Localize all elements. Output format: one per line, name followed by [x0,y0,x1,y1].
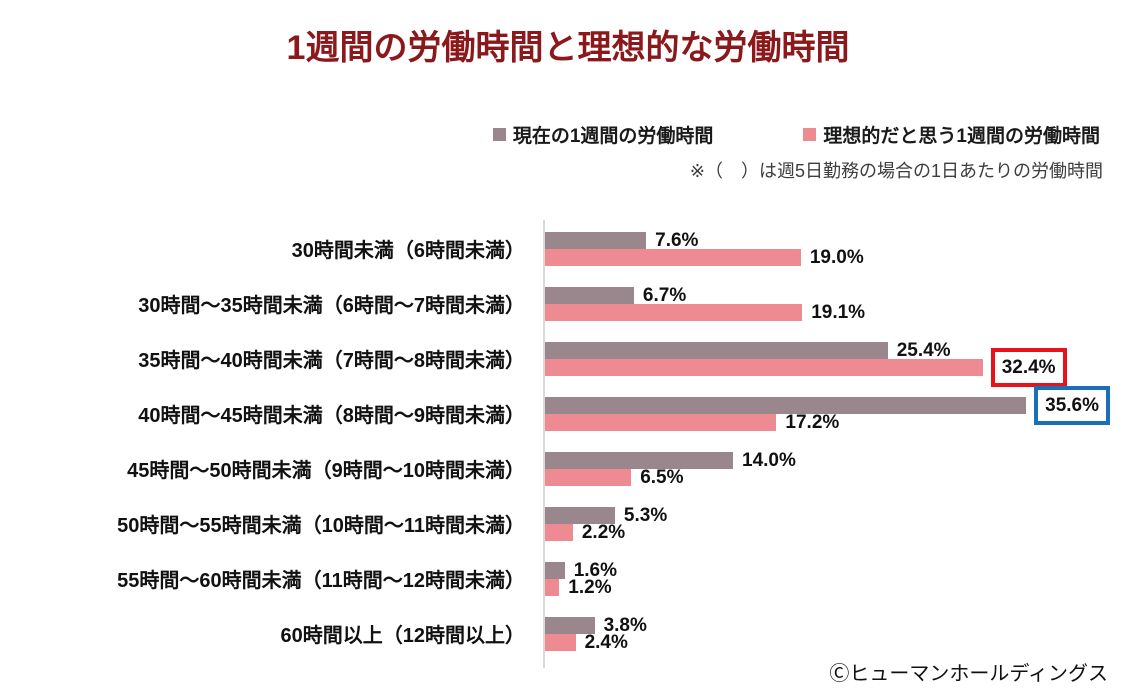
value-label-ideal: 19.1% [811,301,866,323]
axis-baseline [543,220,545,668]
bar-ideal [543,413,777,431]
bar-current [543,396,1027,414]
chart-row: 45時間～50時間未満（9時間～10時間未満） 14.0% 6.5% [0,441,1136,496]
bar-group: 14.0% 6.5% [543,449,1113,488]
legend-label-ideal: 理想的だと思う1週間の労働時間 [823,126,1100,147]
value-label-ideal: 17.2% [785,411,840,433]
category-label: 35時間～40時間未満（7時間～8時間未満） [138,350,525,372]
category-label: 30時間～35時間未満（6時間～7時間未満） [138,295,525,317]
page-title: 1週間の労働時間と理想的な労働時間 [286,29,850,67]
value-label-ideal: 6.5% [640,466,684,488]
bar-line: 5.3% [543,504,1113,526]
value-label-current: 14.0% [742,449,796,471]
value-label-current: 25.4% [896,339,951,361]
category-label: 30時間未満（6時間未満） [291,240,525,262]
legend-label-current: 現在の1週間の労働時間 [512,126,714,147]
bar-group: 35.6% 17.2% [543,385,1113,433]
bar-line: 1.2% [543,576,1113,598]
bar-current [543,231,647,249]
bar-line: 2.4% [543,631,1113,653]
bar-current [543,616,595,634]
bar-current [543,561,565,579]
bar-line: 7.6% [543,229,1113,251]
category-label: 45時間～50時間未満（9時間～10時間未満） [127,460,525,482]
value-label-current: 3.8% [603,614,647,636]
legend-swatch-ideal-icon [803,128,817,141]
value-label-ideal: 2.4% [584,631,628,653]
category-label: 60時間以上（12時間以上） [280,625,526,647]
legend-swatch-current-icon [492,128,506,141]
legend-item-current: 現在の1週間の労働時間 [492,121,714,148]
bar-group: 7.6% 19.0% [543,229,1113,268]
bar-line: 25.4% [543,339,1113,361]
chart-row: 30時間～35時間未満（6時間～7時間未満） 6.7% 19.1% [0,276,1136,331]
chart-rows: 30時間未満（6時間未満） 7.6% 19.0% 30時間～35時間未満（6時間～7時… [0,221,1136,661]
value-label-ideal: 19.0% [809,246,864,268]
bar-current [543,286,634,304]
bar-current [543,451,733,469]
bar-group: 1.6% 1.2% [543,559,1113,598]
bar-line: 6.7% [543,284,1113,306]
bar-group: 3.8% 2.4% [543,614,1113,653]
bar-line: 2.2% [543,521,1113,543]
bar-group: 5.3% 2.2% [543,504,1113,543]
value-label-current: 7.6% [655,229,699,251]
value-label-ideal: 2.2% [581,521,626,543]
value-label-current: 6.7% [642,284,687,306]
bar-current [543,506,615,524]
copyright: Ⓒヒューマンホールディングス [829,663,1108,685]
chart-row: 50時間～55時間未満（10時間～11時間未満） 5.3% 2.2% [0,496,1136,551]
bar-ideal [543,633,576,651]
category-label: 50時間～55時間未満（10時間～11時間未満） [117,515,525,537]
value-label-ideal: 1.2% [568,576,612,598]
bar-line: 14.0% [543,449,1113,471]
bar-ideal [543,523,573,541]
bar-group: 6.7% 19.1% [543,284,1113,323]
legend: 現在の1週間の労働時間 理想的だと思う1週間の労働時間 [0,121,1136,148]
value-label-current: 5.3% [623,504,668,526]
bar-ideal [543,248,801,266]
value-label-current: 1.6% [573,559,618,581]
chart-row: 55時間～60時間未満（11時間～12時間未満） 1.6% 1.2% [0,551,1136,606]
bar-ideal [543,468,632,486]
bar-line: 1.6% [543,559,1113,581]
bar-ideal [543,303,803,321]
bar-line: 19.0% [543,246,1113,268]
bar-current [543,341,888,359]
chart-row: 30時間未満（6時間未満） 7.6% 19.0% [0,221,1136,276]
value-label-current-highlighted-blue: 35.6% [1034,385,1111,425]
bar-line: 17.2% [543,411,1113,433]
category-label: 40時間～45時間未満（8時間～9時間未満） [138,405,525,427]
bar-line: 3.8% [543,614,1113,636]
bar-line: 6.5% [543,466,1113,488]
bar-line: 19.1% [543,301,1113,323]
chart-row: 40時間～45時間未満（8時間～9時間未満） 35.6% 17.2% [0,385,1136,441]
bar-line: 35.6% [543,385,1113,425]
bar-chart: 30時間未満（6時間未満） 7.6% 19.0% 30時間～35時間未満（6時間～7時… [0,220,1136,668]
value-label-ideal-highlighted-red: 32.4% [990,347,1067,387]
bar-group: 25.4% 32.4% [543,339,1113,387]
chart-row: 35時間～40時間未満（7時間～8時間未満） 25.4% 32.4% [0,331,1136,387]
bar-ideal [543,578,560,596]
chart-row: 60時間以上（12時間以上） 3.8% 2.4% [0,606,1136,661]
legend-note: ※（ ）は週5日勤務の場合の1日あたりの労働時間 [689,161,1103,181]
legend-item-ideal: 理想的だと思う1週間の労働時間 [803,121,1100,148]
bar-ideal [543,358,983,376]
category-label: 55時間～60時間未満（11時間～12時間未満） [117,570,525,592]
bar-line: 32.4% [543,347,1113,387]
